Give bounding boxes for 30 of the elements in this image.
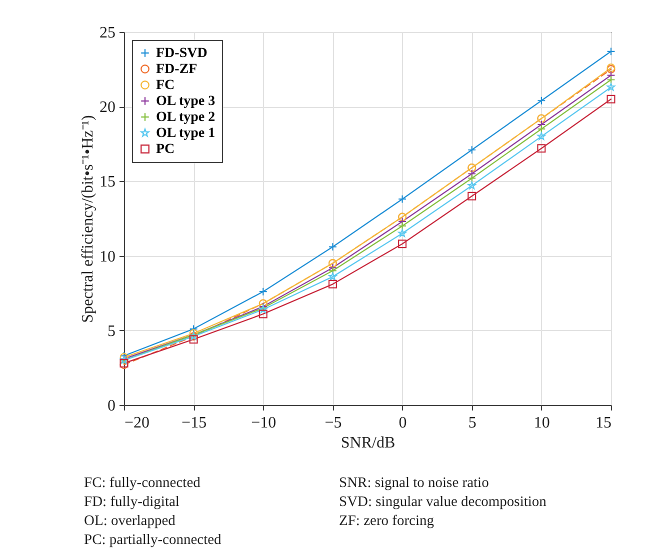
y-tick-label: 10 [100, 248, 116, 266]
y-tick-label: 20 [100, 99, 116, 116]
legend-label: OL type 2 [156, 110, 216, 125]
legend-label: FD-ZF [156, 62, 198, 77]
y-tick-label: 0 [108, 398, 116, 414]
legend-label: OL type 1 [156, 126, 216, 141]
x-tick-label: 15 [596, 414, 612, 432]
y-axis-title: Spectral efficiency/(bit•s⁻¹•Hz⁻¹) [80, 115, 96, 323]
text: FD: fully-digital [84, 493, 180, 512]
text: PC: partially-connected [84, 531, 222, 550]
legend-label: FC [156, 78, 175, 93]
x-tick-label: 0 [398, 414, 407, 432]
x-tick-label: 5 [468, 414, 476, 432]
text: ZF: zero forcing [339, 512, 436, 531]
text: OL: overlapped [84, 512, 176, 531]
x-tick-label: 10 [534, 414, 550, 432]
x-tick-label: −10 [251, 414, 276, 432]
x-axis-title: SNR/dB [340, 434, 396, 452]
text: FC: fully-connected [84, 474, 202, 493]
x-tick-label: −5 [324, 414, 342, 432]
text: SVD: singular value decomposition [339, 493, 548, 512]
y-tick-label: 15 [100, 174, 116, 191]
y-tick-label: 5 [108, 322, 116, 340]
legend-label: PC [156, 142, 175, 157]
y-tick-label: 25 [100, 24, 116, 42]
text: SNR: signal to noise ratio [339, 474, 490, 493]
legend-label: FD-SVD [156, 46, 208, 61]
x-tick-label: −15 [182, 414, 207, 432]
x-tick-label: −20 [124, 414, 150, 432]
legend-label: OL type 3 [156, 94, 216, 109]
